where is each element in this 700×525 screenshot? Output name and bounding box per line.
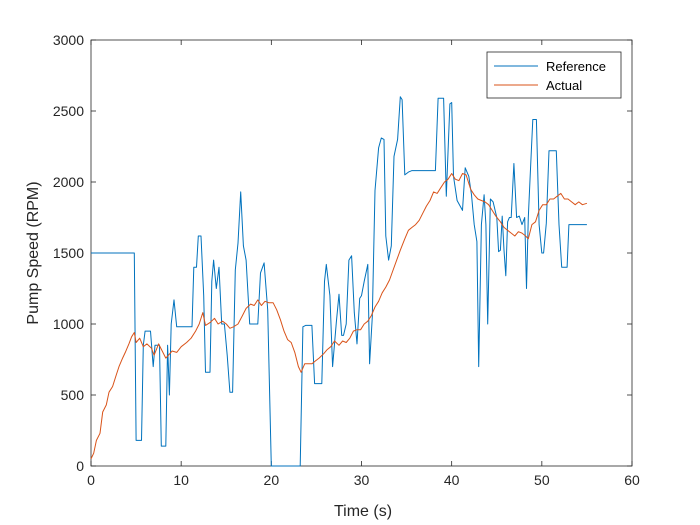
- legend-label-reference: Reference: [546, 59, 606, 74]
- x-tick-label: 40: [444, 472, 460, 488]
- y-tick-label: 2000: [53, 174, 84, 190]
- y-axis-ticks: 0 500 1000 1500 2000 2500 3000: [53, 32, 632, 474]
- y-tick-label: 1500: [53, 245, 84, 261]
- legend: Reference Actual: [486, 51, 622, 99]
- x-tick-label: 10: [173, 472, 189, 488]
- axes-box: [90, 39, 633, 467]
- x-tick-label: 50: [534, 472, 550, 488]
- series-line-reference: [91, 96, 587, 467]
- x-tick-label: 0: [87, 472, 95, 488]
- y-tick-label: 1000: [53, 316, 84, 332]
- x-axis-label: Time (s): [334, 503, 392, 520]
- plot-area: [90, 39, 633, 467]
- y-tick-label: 3000: [53, 32, 84, 48]
- series-line-actual: [90, 173, 588, 460]
- y-axis-label: Pump Speed (RPM): [25, 181, 42, 324]
- x-tick-label: 30: [354, 472, 370, 488]
- series-layer: [90, 96, 588, 467]
- y-tick-label: 500: [61, 387, 85, 403]
- y-tick-label: 2500: [53, 103, 84, 119]
- legend-box: [486, 51, 622, 99]
- legend-label-actual: Actual: [546, 78, 582, 93]
- x-axis-ticks: 0 10 20 30 40 50 60: [87, 40, 640, 488]
- x-tick-label: 60: [624, 472, 640, 488]
- y-tick-label: 0: [76, 458, 84, 474]
- x-tick-label: 20: [264, 472, 280, 488]
